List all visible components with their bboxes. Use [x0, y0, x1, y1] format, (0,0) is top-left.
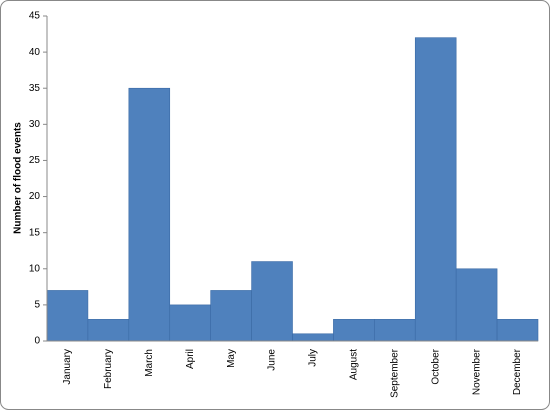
bar	[128, 87, 171, 342]
y-tick-label: 20	[29, 191, 41, 202]
x-tick-label: June	[267, 349, 278, 371]
y-tick-label: 25	[29, 155, 41, 166]
x-tick-label: December	[512, 348, 523, 395]
x-tick-label: September	[389, 348, 400, 398]
x-tick-label: May	[226, 349, 237, 368]
x-tick-label: August	[349, 349, 360, 380]
bar	[169, 304, 211, 342]
bar	[251, 261, 293, 342]
y-tick-label: 15	[29, 227, 41, 238]
x-tick-label: July	[308, 349, 319, 367]
y-tick-label: 40	[29, 47, 41, 58]
x-tick-label: January	[62, 349, 73, 385]
y-tick-label: 45	[29, 11, 41, 22]
y-tick-label: 35	[29, 83, 41, 94]
bar	[374, 319, 416, 342]
x-tick-label: November	[471, 348, 482, 395]
y-tick-label: 5	[34, 300, 40, 311]
y-tick-label: 30	[29, 119, 41, 130]
x-tick-label: March	[144, 349, 155, 377]
y-axis-title: Number of flood events	[13, 122, 24, 234]
x-tick-label: April	[185, 349, 196, 369]
bar	[455, 268, 498, 342]
bar	[46, 290, 89, 342]
x-tick-label: October	[430, 348, 441, 384]
x-tick-label: February	[103, 349, 114, 389]
y-tick-label: 0	[34, 336, 40, 347]
y-tick-label: 10	[29, 263, 41, 274]
bar	[496, 319, 539, 342]
bar	[210, 290, 252, 342]
bar	[87, 319, 130, 342]
bar	[414, 37, 457, 342]
bar	[333, 319, 375, 342]
bar	[292, 333, 334, 342]
